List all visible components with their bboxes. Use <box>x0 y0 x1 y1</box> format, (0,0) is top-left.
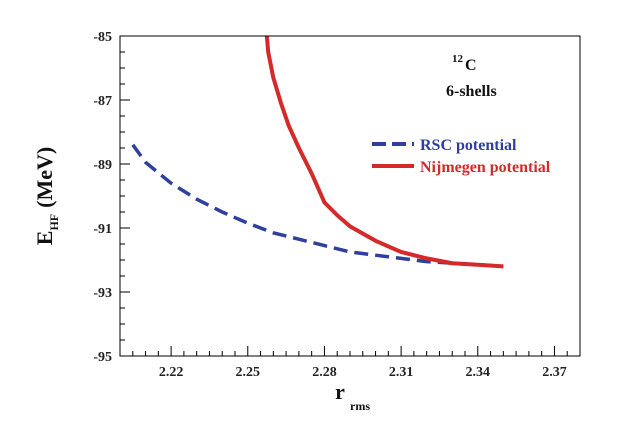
annotation-sup: 12 <box>452 53 464 65</box>
annotation-element: C <box>465 57 477 74</box>
x-grid-ticks <box>132 346 581 356</box>
x-tick-label: 2.34 <box>466 365 491 380</box>
x-tick-label: 2.25 <box>236 365 261 380</box>
x-tick-label: 2.37 <box>542 365 567 380</box>
svg-text:EHF(MeV): EHF (MeV) <box>32 147 61 245</box>
y-tick-label: -91 <box>93 222 112 237</box>
x-axis-main: r <box>335 379 345 404</box>
y-grid-ticks <box>120 35 130 357</box>
y-axis-title: EHF (MeV) <box>32 147 61 245</box>
y-tick-label: -87 <box>93 94 112 109</box>
plot-frame <box>119 35 581 357</box>
y-tick-labels: -85 -87 -89 -91 -93 -95 <box>93 30 112 365</box>
y-tick-label: -95 <box>93 350 112 365</box>
x-axis-sub: rms <box>350 399 370 413</box>
y-tick-label: -89 <box>93 158 112 173</box>
legend: RSC potential Nijmegen potential <box>372 137 551 176</box>
x-tick-label: 2.31 <box>389 365 414 380</box>
series-line-nijmegen <box>264 36 504 269</box>
x-tick-label: 2.22 <box>159 365 184 380</box>
annotation-shells: 6-shells <box>446 83 497 100</box>
legend-label-rsc: RSC potential <box>420 137 517 154</box>
y-axis-sub: HF <box>47 214 61 231</box>
x-tick-labels: 2.22 2.25 2.28 2.31 2.34 2.37 <box>159 365 567 380</box>
x-tick-label: 2.28 <box>312 365 337 380</box>
y-axis-unit: (MeV) <box>32 147 57 208</box>
y-tick-label: -85 <box>93 30 112 45</box>
legend-label-nijmegen: Nijmegen potential <box>420 159 551 176</box>
annotation-nucleus: 12 C <box>452 53 477 74</box>
x-axis-title: r rms <box>335 379 370 413</box>
y-tick-label: -93 <box>93 286 112 301</box>
y-axis-main: E <box>32 231 57 246</box>
